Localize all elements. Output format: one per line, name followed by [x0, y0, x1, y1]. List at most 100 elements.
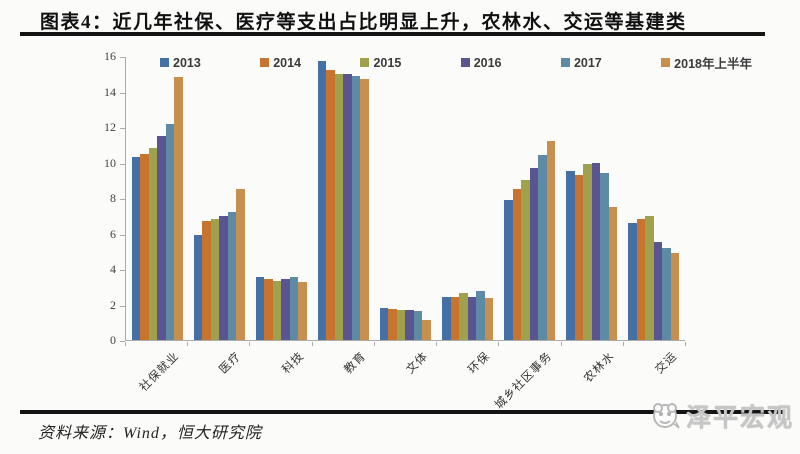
bar-2013-医疗 [193, 235, 203, 340]
x-tick-mark [436, 342, 438, 346]
legend-swatch [260, 58, 270, 67]
legend-item-2013: 2013 [160, 56, 201, 70]
bar-group-医疗 [188, 57, 250, 340]
bar-2018年上半年-交运 [670, 253, 680, 340]
legend-label: 2017 [573, 55, 602, 70]
bar-2018年上半年-文体 [422, 319, 431, 340]
bar-group-环保 [437, 57, 499, 340]
x-tick-mark [622, 342, 624, 346]
legend-swatch [160, 58, 169, 67]
bar-2016-农林水 [591, 162, 601, 340]
x-axis-label-text: 教育 [342, 350, 369, 377]
bar-2014-教育 [326, 70, 335, 340]
x-axis-label-text: 城乡社区事务 [493, 350, 556, 412]
y-tick-mark [120, 92, 125, 94]
title-underline [20, 32, 765, 36]
legend-swatch [460, 58, 470, 67]
bar-2016-医疗 [219, 215, 228, 340]
bar-2017-医疗 [227, 212, 237, 340]
bar-2015-社保就业 [148, 148, 158, 340]
y-tick-mark [120, 57, 125, 58]
legend-label: 2016 [473, 55, 502, 70]
legend-label: 2014 [273, 55, 302, 70]
bar-2017-科技 [289, 277, 299, 340]
y-tick-mark [120, 305, 125, 307]
bar-group-农林水 [561, 57, 623, 340]
x-axis-label-text: 文体 [404, 350, 431, 377]
bar-2017-环保 [476, 291, 485, 340]
legend-swatch [661, 58, 671, 67]
bar-2014-交运 [636, 219, 646, 340]
brand-logo-text: 泽平宏观 [685, 405, 794, 432]
bar-2013-科技 [255, 277, 265, 340]
x-tick-mark [560, 342, 562, 346]
footer-rule [20, 410, 785, 414]
x-axis-label-text: 交运 [653, 350, 680, 377]
bar-2014-医疗 [202, 221, 211, 340]
x-tick-mark [249, 342, 251, 346]
bar-2018年上半年-教育 [360, 79, 369, 340]
legend-item-2016: 2016 [460, 55, 502, 70]
x-axis-label-text: 农林水 [582, 350, 618, 386]
panda-mascot-icon [652, 403, 680, 429]
bar-group-文体 [374, 57, 436, 340]
x-tick-mark [685, 342, 686, 346]
bar-2014-社保就业 [140, 153, 149, 340]
legend-label: 2015 [373, 55, 402, 70]
bar-2016-教育 [343, 73, 352, 340]
chart-legend: 2013 2014 2015 2016 2017 2018年上半年 [160, 53, 752, 72]
bar-2016-文体 [405, 309, 414, 340]
x-axis-label-text: 医疗 [217, 350, 244, 377]
bar-2015-农林水 [583, 164, 592, 340]
bar-2015-教育 [334, 73, 344, 340]
bar-2013-交运 [628, 222, 637, 340]
bar-2018年上半年-城乡社区事务 [546, 141, 556, 340]
legend-swatch [560, 58, 570, 67]
plot-area [125, 57, 685, 341]
legend-item-2015: 2015 [360, 56, 401, 70]
legend-swatch [360, 58, 370, 67]
bar-2014-文体 [388, 308, 397, 340]
brand-logo: 泽平宏观 [649, 398, 794, 434]
x-tick-mark [373, 342, 375, 346]
bar-2014-环保 [450, 296, 460, 340]
bar-2017-社保就业 [165, 123, 175, 340]
bar-2017-文体 [413, 310, 423, 340]
bar-2016-科技 [281, 278, 290, 340]
legend-label: 2018年上半年 [674, 57, 752, 71]
y-tick-label: 12 [104, 120, 116, 134]
y-tick-label: 14 [104, 84, 116, 99]
bar-2015-文体 [396, 309, 406, 340]
bar-2015-交运 [645, 215, 654, 340]
figure-title: 图表4：近几年社保、医疗等支出占比明显上升，农林水、交运等基建类 [40, 12, 687, 33]
legend-item-2017: 2017 [560, 55, 602, 70]
y-tick-label: 2 [110, 297, 116, 312]
legend-label: 2013 [173, 55, 201, 70]
bar-2018年上半年-环保 [484, 298, 494, 340]
legend-item-2014: 2014 [260, 56, 301, 70]
legend-item-2018年上半年: 2018年上半年 [661, 53, 752, 72]
bar-2013-文体 [379, 308, 389, 340]
y-tick-mark [120, 128, 125, 129]
x-tick-mark [125, 342, 126, 346]
bar-2015-环保 [459, 293, 468, 340]
bar-2018年上半年-医疗 [236, 189, 245, 340]
bar-2016-社保就业 [157, 135, 166, 340]
x-axis-label-text: 科技 [279, 350, 307, 377]
y-tick-label: 0 [110, 333, 116, 347]
bar-2015-医疗 [210, 219, 220, 340]
bar-group-社保就业 [126, 57, 188, 340]
x-axis-label-text: 社保就业 [137, 350, 182, 394]
bar-2013-社保就业 [131, 157, 141, 340]
y-tick-label: 8 [110, 191, 116, 205]
bar-group-科技 [250, 57, 312, 340]
y-tick-label: 10 [104, 155, 116, 170]
bar-2015-城乡社区事务 [521, 180, 530, 340]
bar-2013-教育 [317, 61, 327, 340]
y-tick-label: 4 [110, 262, 116, 276]
bar-2013-农林水 [566, 171, 575, 340]
bar-chart: 2013 2014 2015 2016 2017 2018年上半年 0 2 4 6 8 10 12 14… [0, 40, 800, 412]
y-tick-mark [120, 270, 125, 271]
x-tick-mark [498, 342, 500, 346]
